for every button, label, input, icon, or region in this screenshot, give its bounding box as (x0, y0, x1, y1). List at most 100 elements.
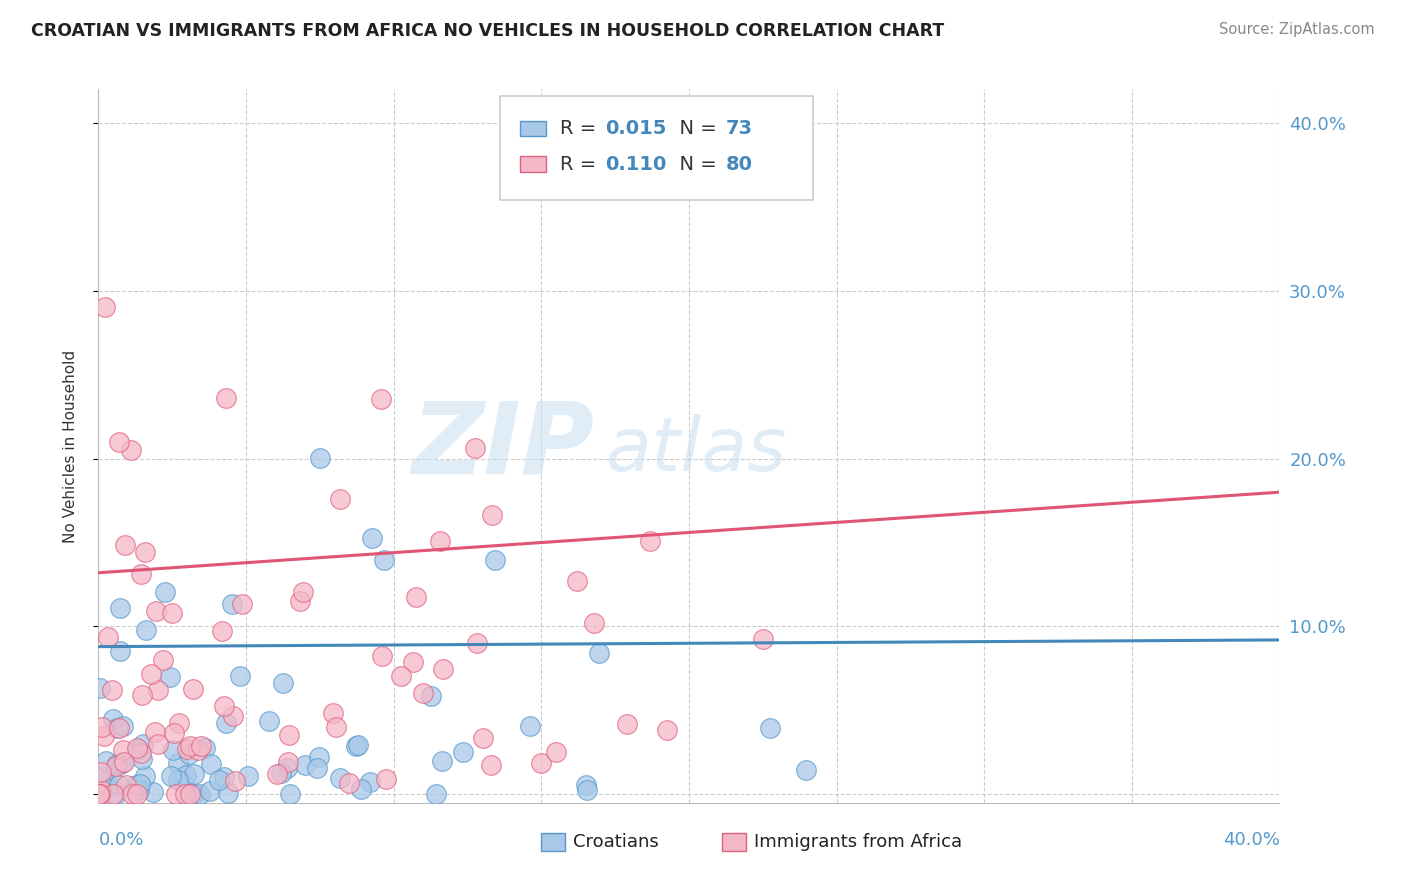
Point (114, 538, 136, 552)
Point (96, 773, 118, 788)
Point (484, 553, 506, 567)
Point (198, 783, 221, 797)
Point (145, 604, 167, 618)
Point (107, 721, 129, 735)
Point (179, 788, 201, 802)
FancyBboxPatch shape (541, 833, 565, 851)
Point (112, 719, 135, 733)
Point (91, 720, 114, 734)
FancyBboxPatch shape (723, 833, 745, 851)
Point (124, 778, 146, 792)
FancyBboxPatch shape (501, 96, 813, 200)
Point (135, 623, 157, 637)
FancyBboxPatch shape (520, 120, 546, 136)
Point (167, 756, 190, 771)
Point (544, 745, 567, 759)
Point (115, 778, 138, 792)
Point (101, 712, 124, 726)
Point (616, 716, 638, 731)
Text: N =: N = (666, 119, 723, 138)
Point (305, 761, 328, 775)
Point (471, 731, 494, 745)
Text: Source: ZipAtlas.com: Source: ZipAtlas.com (1219, 22, 1375, 37)
Point (429, 534, 451, 549)
Text: R =: R = (560, 154, 609, 174)
Point (162, 743, 184, 757)
FancyBboxPatch shape (520, 156, 546, 172)
Point (519, 718, 541, 732)
Point (638, 533, 661, 548)
Point (181, 681, 204, 696)
Point (215, 716, 238, 731)
Point (143, 725, 166, 739)
Point (211, 624, 233, 638)
Text: ZIP: ZIP (412, 398, 595, 494)
Point (129, 746, 152, 760)
Point (224, 774, 246, 789)
Point (405, 590, 427, 604)
Point (90, 770, 112, 784)
Point (271, 675, 294, 690)
Point (97, 782, 120, 797)
Point (127, 788, 149, 802)
Point (280, 788, 302, 802)
Point (530, 756, 553, 770)
Point (231, 597, 253, 611)
Point (160, 606, 183, 620)
Point (402, 656, 425, 670)
Point (120, 442, 142, 457)
Point (89, 788, 111, 802)
Point (125, 741, 148, 756)
Point (200, 757, 222, 772)
Point (347, 738, 370, 752)
Point (758, 722, 780, 736)
Point (221, 597, 243, 611)
Point (217, 786, 239, 800)
Point (322, 706, 344, 720)
Text: 0.015: 0.015 (605, 119, 666, 138)
Point (183, 788, 205, 802)
Point (389, 669, 412, 683)
Point (173, 777, 195, 791)
Point (87, 788, 110, 802)
Point (127, 743, 149, 757)
Text: Croatians: Croatians (574, 833, 659, 851)
Point (308, 450, 330, 465)
Point (588, 646, 610, 660)
Point (159, 670, 181, 684)
Point (87, 788, 110, 802)
Point (165, 788, 187, 802)
Point (339, 775, 361, 789)
Point (112, 742, 135, 756)
Text: 80: 80 (725, 154, 752, 174)
Point (574, 778, 596, 792)
Point (329, 492, 352, 507)
Point (308, 750, 330, 764)
Point (582, 615, 605, 630)
Point (131, 688, 153, 702)
Point (370, 392, 392, 406)
Point (105, 722, 128, 736)
Point (90, 783, 112, 797)
Point (104, 788, 127, 802)
Point (371, 648, 394, 663)
Point (111, 756, 134, 771)
Point (104, 758, 127, 772)
Point (167, 772, 190, 787)
Point (190, 739, 212, 753)
Point (208, 772, 231, 787)
Text: Immigrants from Africa: Immigrants from Africa (754, 833, 962, 851)
Point (657, 723, 679, 738)
Point (94, 301, 117, 315)
Point (96, 754, 118, 768)
Point (359, 774, 381, 789)
Point (228, 669, 250, 683)
Point (222, 709, 245, 723)
Point (176, 742, 198, 756)
Point (453, 745, 475, 759)
Point (361, 531, 384, 545)
Point (160, 769, 183, 783)
Point (215, 391, 238, 405)
Point (288, 594, 311, 608)
Point (131, 752, 153, 766)
